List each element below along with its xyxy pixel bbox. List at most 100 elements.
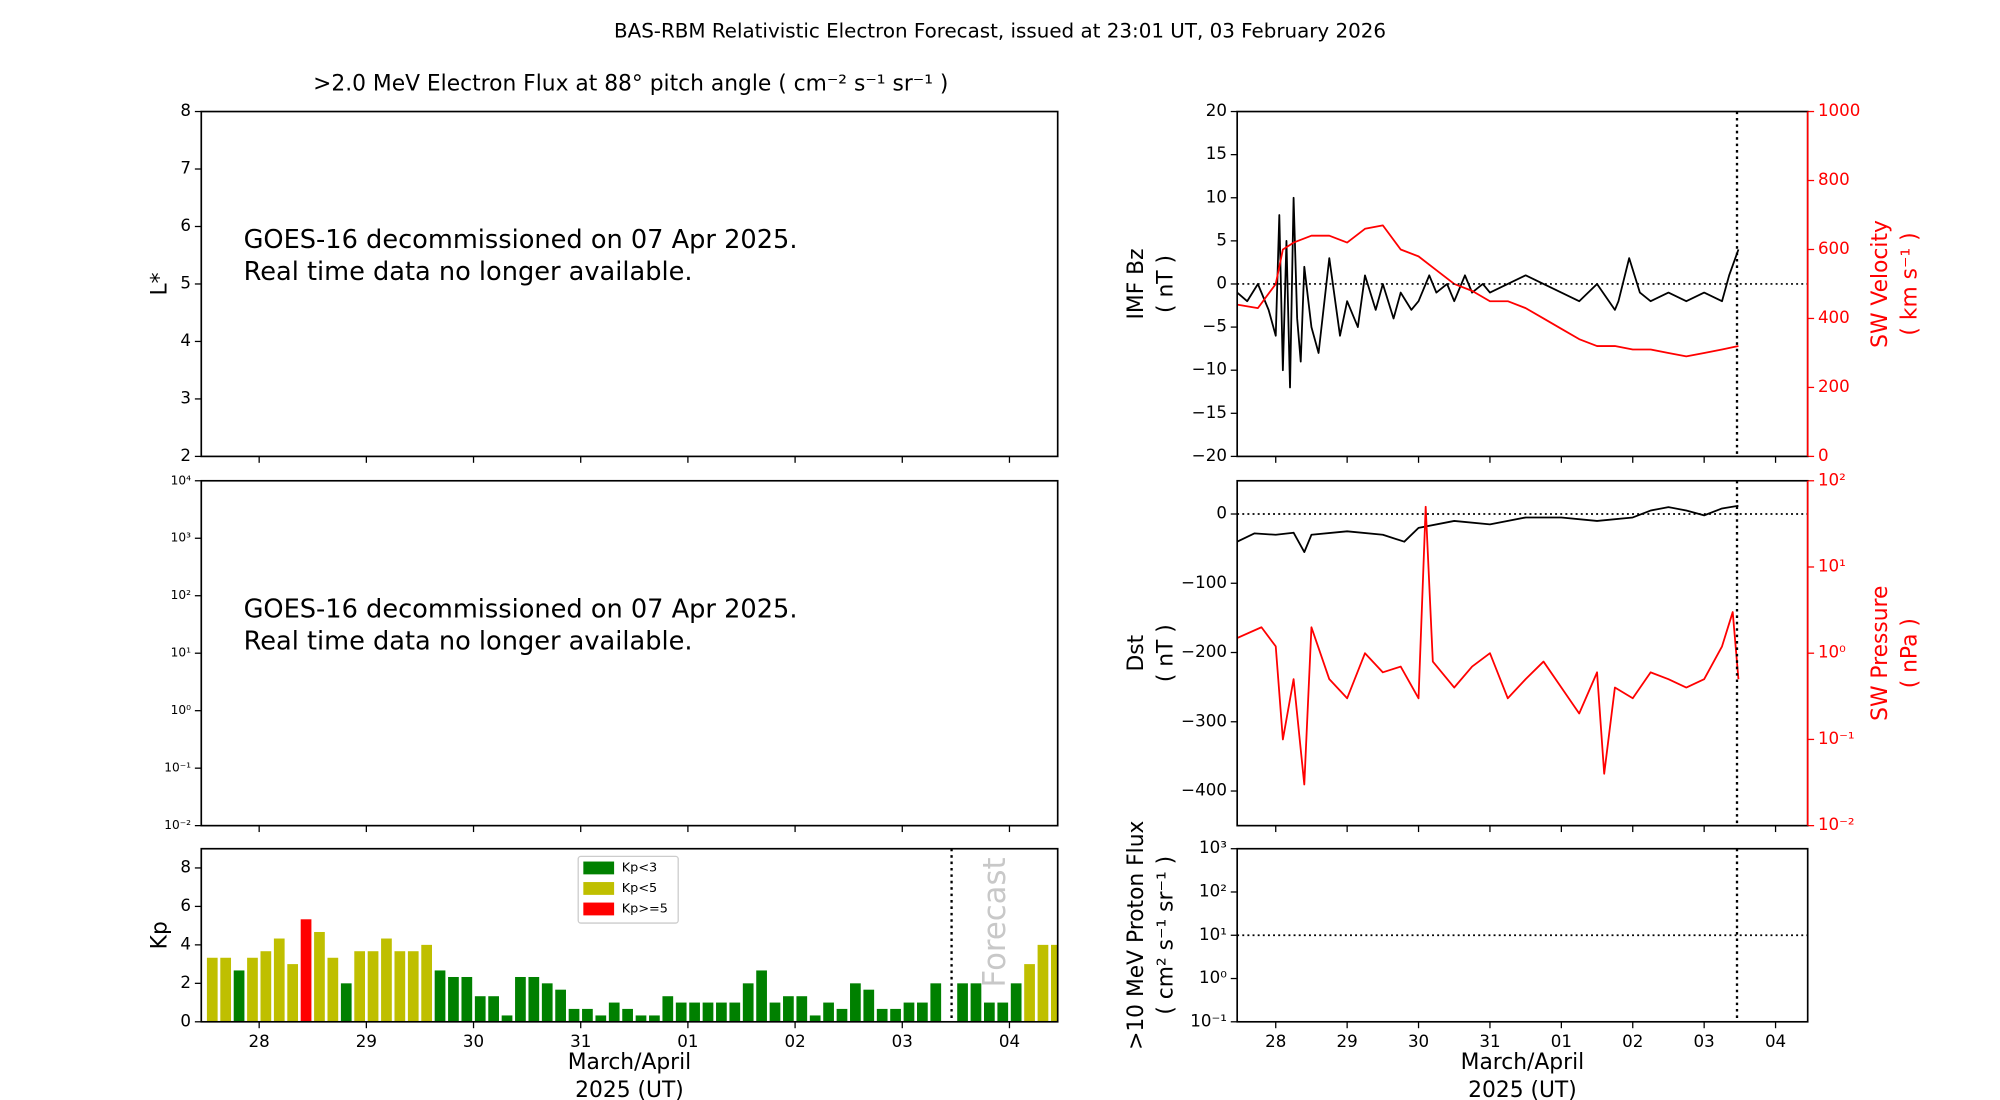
- bar: [689, 1002, 700, 1022]
- y2-axis-label: ( nPa ): [1897, 618, 1922, 688]
- y2-tick-label: 10⁰: [1818, 643, 1846, 662]
- bar: [528, 976, 540, 1022]
- bar: [836, 1008, 848, 1022]
- y-tick-label: −200: [1181, 642, 1227, 661]
- y-tick-label: 3: [180, 388, 191, 407]
- y-tick-label: 10³: [1199, 838, 1227, 857]
- y-tick-label: −5: [1202, 317, 1227, 336]
- axes-frame: [1236, 110, 1809, 458]
- y-tick-label: 10⁻¹: [1190, 1011, 1227, 1030]
- y-axis-label: Dst: [1124, 634, 1149, 671]
- x-tick-label: 28: [1265, 1032, 1286, 1051]
- annotation: GOES-16 decommissioned on 07 Apr 2025.: [244, 225, 798, 255]
- bar: [675, 1002, 687, 1022]
- y-tick-label: −15: [1192, 403, 1227, 422]
- bar: [501, 1015, 513, 1022]
- annotation: GOES-16 decommissioned on 07 Apr 2025.: [244, 594, 798, 624]
- x-tick-label: 29: [356, 1032, 377, 1051]
- bar: [287, 964, 299, 1022]
- legend-label: Kp<3: [622, 860, 657, 875]
- y-tick-label: 10²: [1199, 881, 1227, 900]
- bar: [876, 1008, 888, 1022]
- bar: [300, 919, 312, 1022]
- bar: [448, 976, 459, 1022]
- y2-axis-label: SW Velocity: [1868, 220, 1893, 348]
- x-tick-label: 01: [1551, 1032, 1572, 1051]
- y2-axis-label: SW Pressure: [1868, 586, 1893, 721]
- bar: [729, 1002, 741, 1022]
- x-tick-label: 01: [677, 1032, 698, 1051]
- bar: [863, 989, 875, 1022]
- legend-label: Kp<5: [622, 881, 657, 896]
- panel-title: >2.0 MeV Electron Flux at 88° pitch angl…: [313, 72, 948, 97]
- axes-frame: [200, 847, 1059, 1023]
- axes-frame: [200, 479, 1059, 827]
- y-tick-label: 10¹: [1199, 925, 1227, 944]
- bar: [890, 1008, 901, 1022]
- y-axis-label: ( nT ): [1154, 624, 1179, 682]
- y-tick-label: 10³: [171, 531, 191, 545]
- bar: [903, 1002, 915, 1022]
- series-line: [1237, 504, 1739, 553]
- y-tick-label: 4: [180, 934, 191, 953]
- y2-tick-label: 600: [1818, 239, 1850, 258]
- y-tick-label: 10⁻²: [164, 818, 191, 832]
- y-axis-label: IMF Bz: [1124, 248, 1149, 319]
- annotation: Real time data no longer available.: [244, 257, 693, 287]
- bar: [702, 1002, 714, 1022]
- bar: [635, 1015, 647, 1022]
- y-tick-label: 5: [1216, 230, 1227, 249]
- legend-swatch: [583, 882, 615, 895]
- bar: [742, 983, 754, 1022]
- bar: [769, 1002, 781, 1022]
- y-tick-label: 0: [1216, 504, 1227, 523]
- bar: [367, 951, 379, 1022]
- bar: [474, 996, 486, 1022]
- y-tick-label: 10¹: [171, 646, 191, 660]
- bar: [541, 983, 553, 1022]
- y-tick-label: 0: [180, 1011, 191, 1030]
- y-axis-label: ( nT ): [1154, 255, 1179, 313]
- bar: [421, 944, 432, 1022]
- x-tick-label: 30: [463, 1032, 484, 1051]
- bar: [1024, 964, 1035, 1022]
- bar: [796, 996, 808, 1022]
- y-tick-label: 8: [180, 857, 191, 876]
- bar: [394, 951, 406, 1022]
- bar: [662, 996, 674, 1022]
- bar: [716, 1002, 727, 1022]
- series-line: [1237, 224, 1739, 358]
- y-axis-label: Kp: [147, 921, 172, 949]
- bar: [568, 1008, 580, 1022]
- bar: [823, 1002, 834, 1022]
- y-tick-label: 10⁰: [171, 703, 191, 717]
- bar: [354, 951, 366, 1022]
- y2-tick-label: 800: [1818, 170, 1850, 189]
- y-tick-label: −10: [1192, 360, 1227, 379]
- legend-label: Kp>=5: [622, 901, 668, 916]
- x-axis-label: March/April: [568, 1050, 692, 1075]
- bar: [461, 976, 473, 1022]
- figure-title: BAS-RBM Relativistic Electron Forecast, …: [614, 20, 1386, 43]
- y-tick-label: −20: [1192, 446, 1227, 465]
- x-tick-label: 30: [1408, 1032, 1429, 1051]
- x-tick-label: 03: [892, 1032, 913, 1051]
- y-tick-label: −100: [1181, 573, 1227, 592]
- y-tick-label: 2: [180, 973, 191, 992]
- x-axis-label: 2025 (UT): [1468, 1078, 1577, 1100]
- y-tick-label: 20: [1206, 101, 1227, 120]
- bar: [407, 951, 419, 1022]
- y2-tick-label: 10⁻¹: [1818, 729, 1855, 748]
- bar: [783, 996, 794, 1022]
- bar: [247, 957, 258, 1022]
- y-tick-label: 10²: [171, 588, 191, 602]
- y-tick-label: 10⁻¹: [164, 761, 191, 775]
- x-tick-label: 29: [1337, 1032, 1358, 1051]
- annotation: Real time data no longer available.: [244, 626, 693, 656]
- bar: [970, 983, 982, 1022]
- plot-area: [1237, 196, 1740, 389]
- y-tick-label: 10⁴: [171, 473, 191, 487]
- bar: [809, 1015, 821, 1022]
- axes-frame: [1236, 479, 1809, 827]
